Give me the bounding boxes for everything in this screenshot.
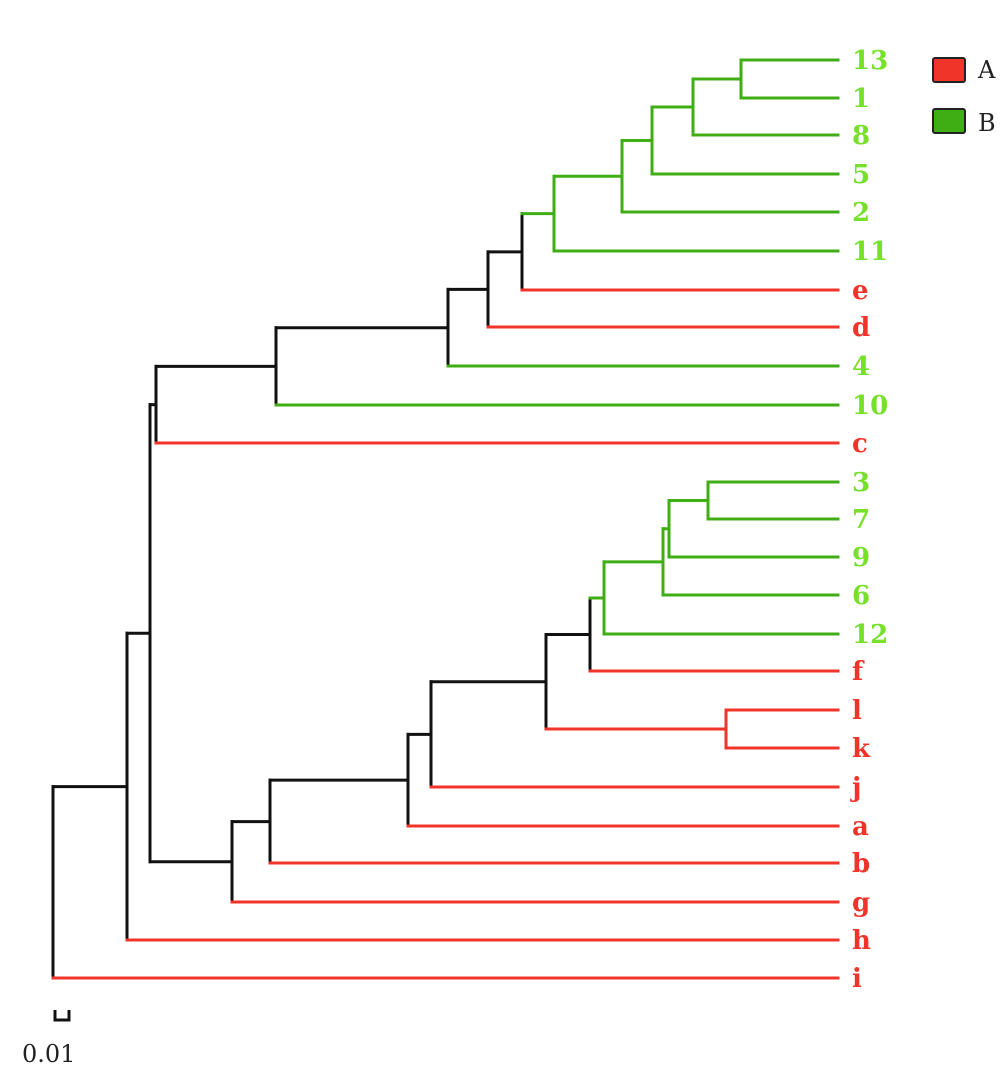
- leaf-label-8: 8: [852, 121, 870, 151]
- leaf-label-d: d: [852, 313, 870, 343]
- leaf-label-2: 2: [852, 198, 870, 228]
- leaf-label-7: 7: [852, 505, 870, 535]
- leaf-label-4: 4: [852, 352, 870, 382]
- leaf-label-b: b: [852, 849, 870, 879]
- leaf-label-c: c: [852, 429, 868, 459]
- leaf-label-13: 13: [852, 46, 888, 76]
- leaf-label-h: h: [852, 926, 871, 956]
- leaf-label-6: 6: [852, 581, 870, 611]
- tree-branches: [51, 58, 840, 980]
- leaf-label-f: f: [852, 657, 865, 687]
- leaf-label-10: 10: [852, 391, 888, 421]
- legend-item-b: B: [932, 108, 996, 137]
- leaf-label-i: i: [852, 964, 862, 994]
- scale-bar-line: [53, 1010, 71, 1022]
- scale-bar-label: 0.01: [22, 1040, 75, 1068]
- legend-swatch-a: [932, 57, 966, 83]
- leaf-label-l: l: [852, 696, 862, 726]
- leaf-label-11: 11: [852, 237, 888, 267]
- legend-swatch-b: [932, 108, 966, 134]
- leaf-label-e: e: [852, 276, 869, 306]
- leaf-label-k: k: [852, 734, 871, 764]
- leaf-label-a: a: [852, 812, 869, 842]
- leaf-label-5: 5: [852, 160, 870, 190]
- legend-label-b: B: [978, 109, 996, 137]
- legend-label-a: A: [977, 56, 996, 84]
- leaf-label-9: 9: [852, 543, 870, 573]
- leaf-label-12: 12: [852, 620, 888, 650]
- scale-bar: 0.01: [22, 1010, 75, 1068]
- legend-item-a: A: [932, 56, 996, 84]
- legend: A B: [932, 56, 996, 137]
- leaf-label-j: j: [850, 773, 861, 803]
- leaf-label-1: 1: [852, 84, 870, 114]
- leaf-label-3: 3: [852, 468, 870, 498]
- leaf-label-g: g: [852, 888, 870, 918]
